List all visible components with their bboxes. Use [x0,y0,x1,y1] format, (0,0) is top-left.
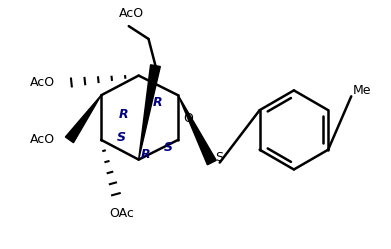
Polygon shape [139,65,160,160]
Text: S: S [215,151,223,164]
Text: O: O [183,112,193,124]
Text: Me: Me [353,84,372,97]
Text: R: R [119,108,129,121]
Text: S: S [117,131,126,144]
Text: R: R [141,148,151,161]
Text: S: S [164,141,173,154]
Text: AcO: AcO [30,133,55,146]
Polygon shape [65,95,101,143]
Text: AcO: AcO [30,76,55,89]
Text: R: R [152,96,162,109]
Text: AcO: AcO [119,7,144,20]
Polygon shape [178,95,216,165]
Text: OAc: OAc [109,207,134,221]
